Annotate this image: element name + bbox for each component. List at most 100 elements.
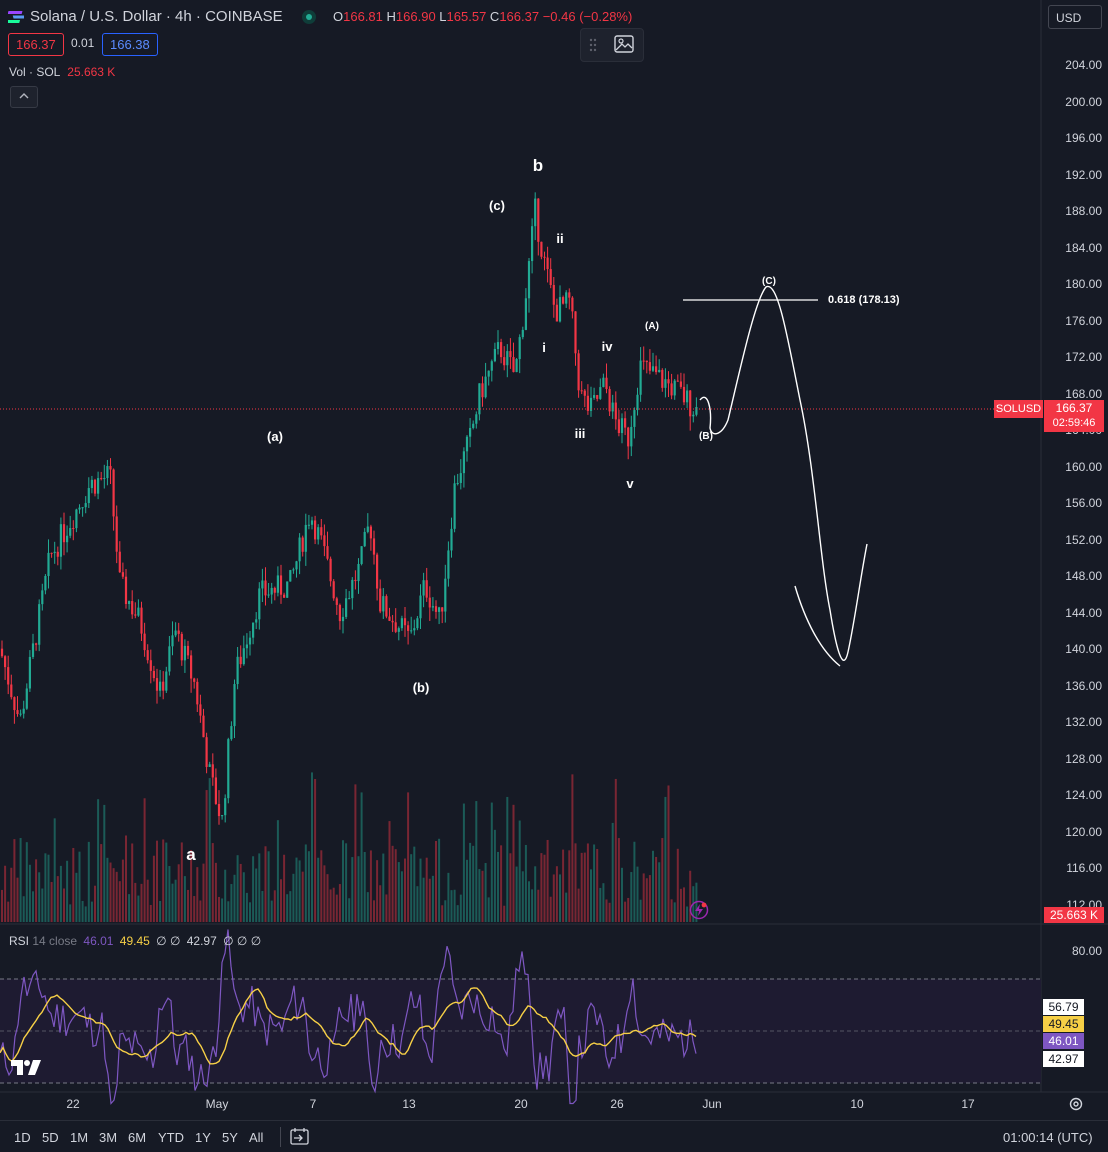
volume-bar <box>512 804 515 922</box>
price-axis-label: 156.00 <box>1065 496 1102 510</box>
tradingview-logo-icon[interactable] <box>11 1058 43 1076</box>
volume-bar <box>583 852 586 922</box>
wave-label-ii[interactable]: ii <box>556 231 564 246</box>
wave-label-a[interactable]: a <box>186 845 196 864</box>
volume-bar <box>230 884 233 922</box>
symbol-title[interactable]: Solana / U.S. Dollar · 4h · COINBASE <box>30 8 283 25</box>
candle-body <box>35 643 38 645</box>
volume-bar <box>239 863 242 922</box>
candle-body <box>540 241 543 257</box>
volume-bar <box>140 883 143 922</box>
candle-body <box>174 630 177 636</box>
symbol-tag[interactable]: SOLUSD <box>994 400 1043 418</box>
price-axis-label: 160.00 <box>1065 459 1102 474</box>
volume-bar <box>264 846 267 922</box>
sell-button[interactable]: 166.37 <box>8 33 64 56</box>
candle-body <box>534 198 537 227</box>
wave-label-c[interactable]: (c) <box>489 198 505 213</box>
candle-body <box>217 803 221 817</box>
price-axis-label: 120.00 <box>1065 824 1102 839</box>
open-value: 166.81 <box>343 9 383 24</box>
range-1d[interactable]: 1D <box>14 1130 31 1145</box>
candle-body <box>366 526 369 532</box>
candle-body <box>630 426 633 447</box>
wave-label-v[interactable]: v <box>626 476 634 491</box>
last-price-tag[interactable]: 166.37 02:59:46 <box>1044 400 1104 432</box>
volume-bar <box>416 886 419 922</box>
range-5d[interactable]: 5D <box>42 1130 59 1145</box>
screenshot-icon[interactable] <box>614 35 634 53</box>
collapse-legend-button[interactable] <box>10 86 38 108</box>
wave-label-a-small[interactable]: (a) <box>267 429 283 444</box>
wave-label-B[interactable]: (B) <box>699 431 713 442</box>
rsi-line[interactable] <box>0 929 697 1105</box>
candle-body <box>202 715 205 738</box>
candle-body <box>298 537 301 562</box>
candle-body <box>230 726 233 740</box>
wave-label-A[interactable]: (A) <box>645 321 659 332</box>
volume-bar <box>515 866 518 922</box>
buy-button[interactable]: 166.38 <box>102 33 158 56</box>
lightning-icon[interactable] <box>689 900 709 920</box>
candle-body <box>143 633 146 651</box>
date-range-icon[interactable] <box>290 1127 310 1145</box>
projection-path[interactable] <box>699 285 868 661</box>
solana-icon[interactable] <box>8 9 24 25</box>
wave-label-b-small[interactable]: (b) <box>412 680 430 695</box>
wave-label-i[interactable]: i <box>542 340 546 355</box>
wave-label-b[interactable]: b <box>532 156 544 175</box>
volume-bar <box>66 860 69 922</box>
volume-bar <box>63 888 65 922</box>
candle-body <box>661 369 664 388</box>
candle-body <box>314 520 317 540</box>
range-6m[interactable]: 6M <box>128 1130 147 1145</box>
range-1m[interactable]: 1M <box>70 1130 89 1145</box>
drag-handle-icon[interactable] <box>589 38 597 52</box>
currency-select[interactable]: USD <box>1048 5 1102 29</box>
candle-body <box>146 650 149 661</box>
wave-label-iv[interactable]: iv <box>601 339 613 354</box>
volume-bar <box>676 848 679 922</box>
rsi-legend[interactable]: RSI 14 close 46.01 49.45 ∅ ∅ 42.97 ∅ ∅ ∅ <box>9 934 262 948</box>
time-label: 17 <box>961 1097 975 1111</box>
candle-body <box>270 587 273 595</box>
range-5y[interactable]: 5Y <box>222 1130 238 1145</box>
candle-body <box>596 395 599 399</box>
price-axis-label: 116.00 <box>1066 861 1102 875</box>
range-3m[interactable]: 3M <box>99 1130 118 1145</box>
utc-clock[interactable]: 01:00:14 (UTC) <box>1003 1130 1093 1145</box>
volume-bar <box>357 856 360 922</box>
volume-bar <box>500 845 503 922</box>
candle-body <box>438 607 441 612</box>
volume-legend[interactable]: Vol · SOL 25.663 K <box>9 65 116 79</box>
volume-bar <box>177 864 180 922</box>
candle-body <box>320 527 323 536</box>
volume-bar <box>252 856 255 922</box>
fib-label[interactable]: 0.618 (178.13) <box>828 294 900 306</box>
settings-icon[interactable] <box>1068 1096 1084 1112</box>
volume-bar <box>320 850 323 922</box>
range-ytd[interactable]: YTD <box>158 1130 184 1145</box>
rsi-ma-line[interactable] <box>0 987 697 1065</box>
wave-label-iii[interactable]: iii <box>574 426 586 441</box>
candle-body <box>692 414 695 417</box>
candle-body <box>345 598 348 617</box>
bottom-toolbar <box>0 1120 1108 1152</box>
volume-bar <box>221 898 224 922</box>
volume-bar <box>94 885 96 922</box>
candle-body <box>59 524 62 557</box>
wave-label-C[interactable]: (C) <box>762 276 776 287</box>
range-all[interactable]: All <box>249 1130 264 1145</box>
range-1y[interactable]: 1Y <box>195 1130 211 1145</box>
projection-path-tail[interactable] <box>794 585 841 667</box>
volume-bar <box>686 906 689 922</box>
volume-bar <box>286 894 289 922</box>
volume-bar <box>562 849 565 922</box>
price-axis[interactable]: 204.00 200.00 196.00 192.00 188.00 184.00 180.… <box>1041 0 1108 924</box>
candle-body <box>614 402 617 420</box>
volume-bar <box>1 889 3 922</box>
volume-bar <box>143 798 146 922</box>
volume-bar <box>645 878 648 922</box>
volume-bar <box>84 906 87 922</box>
